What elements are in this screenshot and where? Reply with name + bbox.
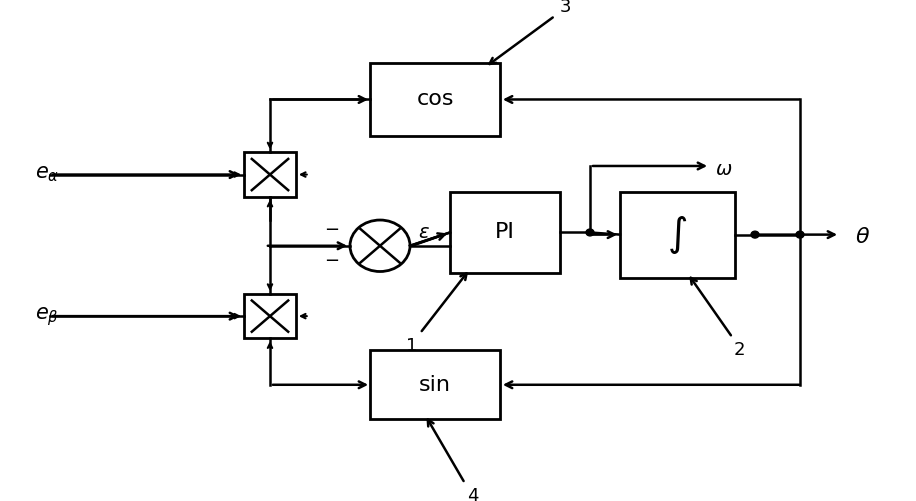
Text: $\int$: $\int$ — [668, 213, 688, 256]
Text: $\varepsilon$: $\varepsilon$ — [418, 224, 430, 242]
Text: 1: 1 — [407, 337, 418, 355]
Bar — [620, 192, 735, 278]
Circle shape — [796, 231, 804, 238]
Text: $\omega$: $\omega$ — [715, 161, 733, 179]
Bar — [450, 192, 560, 273]
Bar — [370, 350, 500, 419]
Text: PI: PI — [495, 222, 515, 242]
Text: −: − — [324, 252, 340, 270]
Text: sin: sin — [419, 375, 451, 395]
Text: $e_{\alpha}$: $e_{\alpha}$ — [35, 165, 60, 184]
Text: 3: 3 — [560, 0, 571, 16]
Circle shape — [751, 231, 759, 238]
Text: 2: 2 — [734, 342, 746, 359]
Text: −: − — [324, 221, 340, 239]
Text: $\theta$: $\theta$ — [855, 226, 870, 248]
Bar — [244, 152, 296, 197]
Text: 4: 4 — [467, 487, 479, 501]
Text: $e_{\beta}$: $e_{\beta}$ — [35, 305, 59, 328]
Bar — [244, 294, 296, 339]
Circle shape — [586, 229, 594, 236]
Text: cos: cos — [416, 90, 453, 110]
Bar — [370, 63, 500, 136]
